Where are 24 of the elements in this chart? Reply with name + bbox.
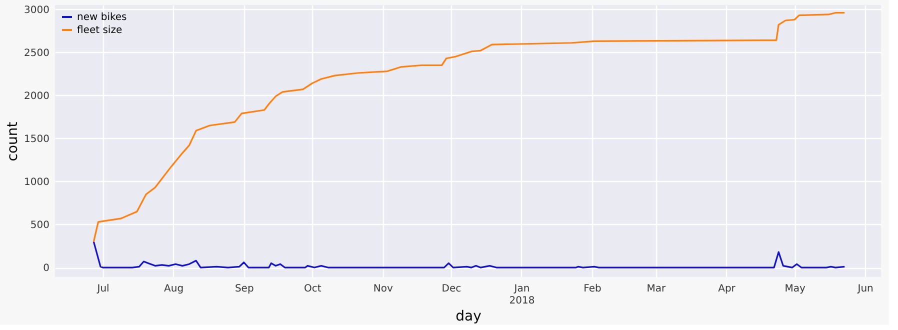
x-tick-label: Mar (646, 284, 667, 294)
x-tick-label: Oct (304, 284, 322, 294)
x-tick-label: Feb (584, 284, 602, 294)
line-series (92, 240, 846, 268)
x-tick-label: Jul (96, 284, 110, 294)
legend-label: fleet size (77, 25, 122, 36)
x-tick-label: May (784, 284, 806, 294)
y-tick-label: 1500 (24, 134, 50, 145)
x-tick-label: Jun (856, 284, 874, 294)
x-tick-label: Jan 2018 (509, 284, 535, 306)
y-tick-label: 2500 (24, 48, 50, 59)
y-tick-label: 500 (30, 220, 50, 231)
y-axis-title: count (5, 121, 22, 162)
x-tick-label: Apr (718, 284, 736, 294)
y-tick-label: 3000 (24, 4, 50, 16)
legend-label: new bikes (77, 12, 127, 23)
x-axis-title: day (456, 308, 482, 324)
y-tick-label: 0 (43, 263, 50, 274)
x-tick-label: Dec (442, 284, 462, 294)
x-tick-label: Nov (373, 284, 393, 294)
x-tick-label: Aug (164, 284, 184, 294)
y-tick-label: 2000 (24, 90, 50, 102)
y-tick-label: 1000 (24, 176, 50, 188)
x-tick-label: Sep (234, 284, 254, 294)
